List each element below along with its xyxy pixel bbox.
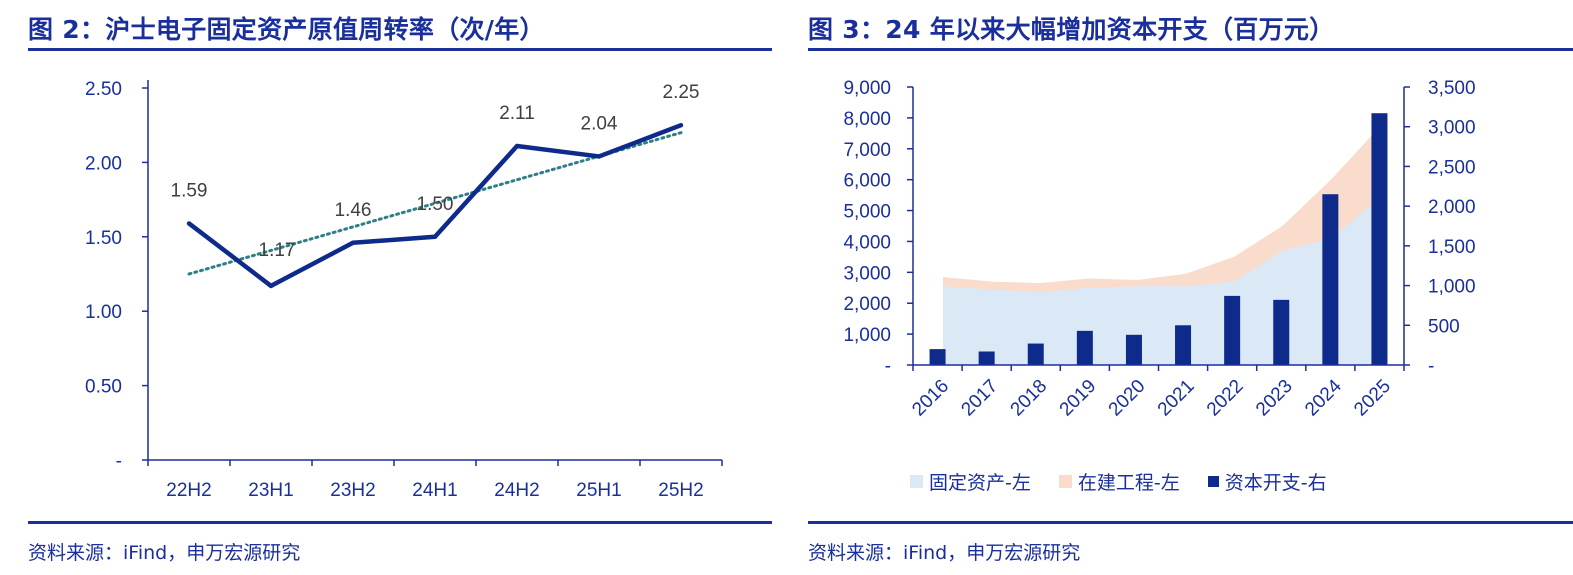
legend-swatch xyxy=(910,475,923,488)
capex-bar xyxy=(1224,295,1241,365)
data-point xyxy=(432,234,438,239)
data-point xyxy=(596,154,602,159)
legend-item-fixed-assets: 固定资产-左 xyxy=(910,468,1031,495)
legend-label: 固定资产-左 xyxy=(929,472,1031,494)
chart-title: 图 3：24 年以来大幅增加资本开支（百万元） xyxy=(808,15,1335,44)
x-tick-label: 2022 xyxy=(1203,376,1248,421)
footer-divider xyxy=(808,521,1573,524)
y-left-tick-label: 2,000 xyxy=(843,294,891,315)
x-tick-label: 2020 xyxy=(1105,376,1150,421)
y-tick-label: 0.50 xyxy=(85,377,122,398)
y-left-tick-label: 9,000 xyxy=(843,78,891,99)
y-right-tick-label: 500 xyxy=(1428,316,1460,337)
y-left-tick-label: 3,000 xyxy=(843,263,891,284)
x-tick-label: 23H1 xyxy=(248,480,293,501)
data-label: 2.25 xyxy=(663,82,700,103)
legend-label: 在建工程-左 xyxy=(1077,472,1180,494)
source-note: 资料来源：iFind，申万宏源研究 xyxy=(808,542,1081,564)
data-label: 1.50 xyxy=(417,194,454,215)
data-point xyxy=(678,123,684,128)
x-tick-label: 2024 xyxy=(1301,375,1346,420)
data-label: 1.46 xyxy=(335,200,372,221)
y-left-tick-label: - xyxy=(885,356,891,377)
y-left-tick-label: 4,000 xyxy=(843,232,891,253)
y-tick-label: 1.50 xyxy=(85,228,122,249)
capex-bar xyxy=(1273,299,1290,365)
y-tick-label: 2.00 xyxy=(85,153,122,174)
source-note: 资料来源：iFind，申万宏源研究 xyxy=(28,542,301,564)
x-tick-label: 2021 xyxy=(1154,376,1199,421)
capex-bar xyxy=(1076,330,1093,365)
x-tick-label: 25H2 xyxy=(658,480,703,501)
chart-title: 图 2：沪士电子固定资产原值周转率（次/年） xyxy=(28,15,545,44)
y-right-tick-label: 2,500 xyxy=(1428,157,1476,178)
footer-divider xyxy=(28,521,772,524)
x-tick-label: 2016 xyxy=(908,376,953,421)
x-tick-label: 24H1 xyxy=(412,480,457,501)
title-divider xyxy=(808,48,1573,51)
x-tick-label: 2019 xyxy=(1056,376,1101,421)
x-tick-label: 22H2 xyxy=(166,480,211,501)
y-tick-label: - xyxy=(116,451,122,472)
data-label: 2.11 xyxy=(499,103,535,124)
data-point xyxy=(350,240,356,245)
y-right-tick-label: 1,500 xyxy=(1428,237,1476,258)
y-tick-label: 1.00 xyxy=(85,302,122,323)
y-right-tick-label: 1,000 xyxy=(1428,277,1476,298)
capex-bar xyxy=(1175,325,1192,365)
legend-label: 资本开支-右 xyxy=(1224,472,1327,494)
data-label: 1.59 xyxy=(171,180,208,201)
data-point xyxy=(514,143,520,149)
capex-bar xyxy=(1371,113,1388,365)
x-tick-label: 2023 xyxy=(1252,376,1297,421)
capex-bar xyxy=(1322,194,1339,365)
x-tick-label: 2017 xyxy=(957,376,1002,421)
legend-item-capex: 资本开支-右 xyxy=(1207,468,1327,495)
turnover-line-chart: - 0.50 1.00 1.50 2.00 2.50 22H2 23H1 23H2 24H1 24H… xyxy=(85,79,723,501)
y-left-tick-label: 7,000 xyxy=(843,140,891,161)
data-point xyxy=(186,221,192,226)
data-point xyxy=(268,283,274,289)
y-right-tick-label: 3,000 xyxy=(1428,118,1476,139)
area-fixed-assets xyxy=(943,198,1380,365)
capex-bar xyxy=(1125,334,1142,365)
y-tick-label: 2.50 xyxy=(85,79,122,100)
x-tick-label: 23H2 xyxy=(330,480,375,501)
y-left-tick-label: 5,000 xyxy=(843,202,891,223)
y-right-tick-label: - xyxy=(1428,356,1434,377)
y-left-tick-label: 6,000 xyxy=(843,171,891,192)
right-panel: 图 3：24 年以来大幅增加资本开支（百万元） - 1,000 2,000 3,000… xyxy=(800,0,1573,575)
capex-bar xyxy=(1027,343,1044,365)
x-tick-label: 25H1 xyxy=(576,480,621,501)
legend-item-construction: 在建工程-左 xyxy=(1058,468,1180,495)
capex-combo-chart: - 1,000 2,000 3,000 4,000 5,000 6,000 7,000 8,00… xyxy=(843,78,1476,421)
capex-bar xyxy=(929,349,946,365)
x-tick-label: 24H2 xyxy=(494,480,539,501)
legend-swatch xyxy=(1207,476,1219,487)
left-panel: 图 2：沪士电子固定资产原值周转率（次/年） - 0.50 1.00 1.50 2.00… xyxy=(0,0,780,575)
y-left-tick-label: 1,000 xyxy=(843,325,891,346)
data-label: 2.04 xyxy=(581,113,618,134)
title-divider xyxy=(28,48,772,51)
x-tick-label: 2018 xyxy=(1007,376,1052,421)
legend-swatch xyxy=(1058,475,1072,488)
y-left-tick-label: 8,000 xyxy=(843,109,891,130)
data-label: 1.17 xyxy=(259,240,296,261)
y-right-tick-label: 3,500 xyxy=(1428,78,1476,99)
x-tick-label: 2025 xyxy=(1350,376,1395,421)
y-right-tick-label: 2,000 xyxy=(1428,197,1476,218)
chart-legend: 固定资产-左 在建工程-左 资本开支-右 xyxy=(910,468,1327,495)
capex-bar xyxy=(978,351,995,365)
